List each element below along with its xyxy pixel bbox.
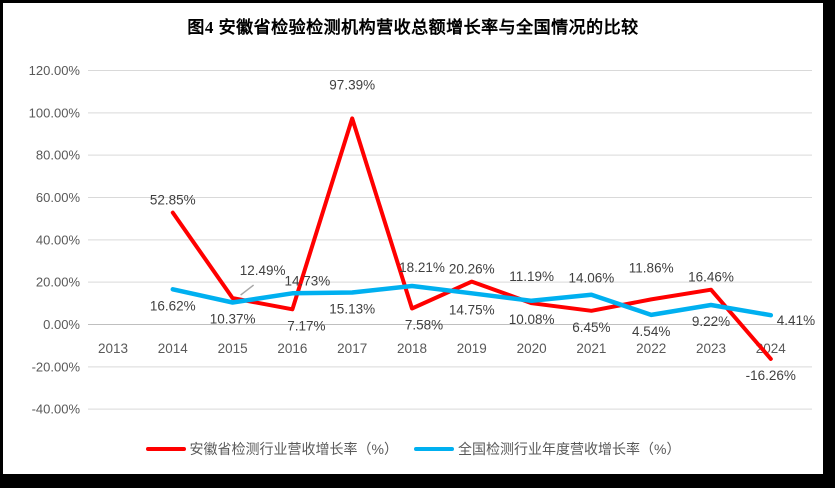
legend-item-anhui: 安徽省检测行业营收增长率（%）	[145, 439, 398, 459]
data-label: 16.46%	[688, 270, 734, 285]
data-label: 52.85%	[150, 193, 196, 208]
x-axis-label-2015: 2015	[218, 341, 248, 356]
data-label: 11.86%	[629, 260, 674, 275]
data-label: 12.49%	[240, 263, 286, 278]
data-label: 15.13%	[329, 301, 375, 316]
data-label: 16.62%	[150, 298, 196, 313]
data-label: 11.19%	[509, 269, 554, 284]
x-axis-label-2021: 2021	[576, 341, 606, 356]
y-axis-tick-label: 0.00%	[43, 317, 80, 332]
x-axis-label-2013: 2013	[98, 341, 128, 356]
data-label: -16.26%	[746, 368, 796, 383]
y-axis-tick-label: 100.00%	[29, 105, 81, 120]
x-axis-label-2018: 2018	[397, 341, 427, 356]
data-label: 10.37%	[210, 312, 256, 327]
data-label: 14.06%	[569, 271, 615, 286]
x-axis-label-2017: 2017	[337, 341, 367, 356]
national-series-swatch-icon	[414, 447, 454, 451]
legend-item-national: 全国检测行业年度营收增长率（%）	[414, 439, 680, 459]
x-axis-label-2014: 2014	[158, 341, 189, 356]
data-label: 4.41%	[777, 313, 815, 328]
y-axis-tick-label: 40.00%	[36, 232, 81, 247]
x-axis-label-2016: 2016	[277, 341, 307, 356]
x-axis-label-2020: 2020	[517, 341, 547, 356]
anhui-series-line	[170, 116, 773, 361]
data-label: 14.75%	[449, 302, 495, 317]
y-axis-tick-label: -20.00%	[32, 359, 81, 374]
data-label: 10.08%	[509, 312, 555, 327]
data-label: 20.26%	[449, 262, 495, 277]
label-leader-line	[240, 284, 255, 296]
chart-title: 图4 安徽省检验检测机构营收总额增长率与全国情况的比较	[187, 18, 639, 37]
legend-label-anhui: 安徽省检测行业营收增长率（%）	[189, 441, 398, 457]
data-label: 9.22%	[692, 314, 730, 329]
national-series-line	[170, 283, 774, 318]
data-label: 7.58%	[405, 317, 443, 332]
x-axis-label-2022: 2022	[636, 341, 666, 356]
y-axis-tick-label: 20.00%	[36, 275, 81, 290]
anhui-series-swatch-icon	[145, 447, 186, 451]
y-axis-tick-label: 120.00%	[29, 63, 81, 78]
data-label: 4.54%	[632, 324, 670, 339]
legend-label-national: 全国检测行业年度营收增长率（%）	[458, 441, 681, 457]
data-label: 18.21%	[399, 260, 445, 275]
x-axis-label-2023: 2023	[696, 341, 726, 356]
x-axis-label-2019: 2019	[457, 341, 487, 356]
y-axis-tick-label: 60.00%	[36, 190, 81, 205]
data-label: 14.73%	[285, 273, 331, 288]
y-axis-tick-label: 80.00%	[36, 148, 81, 163]
data-label: 7.17%	[287, 318, 325, 333]
chart-canvas: 120.00% 100.00% 80.00% 60.00% 40.00% 20.00% 0.…	[29, 63, 815, 417]
chart-legend: 安徽省检测行业营收增长率（%） 全国检测行业年度营收增长率（%）	[3, 439, 823, 459]
data-label: 6.45%	[572, 320, 610, 335]
data-label: 97.39%	[329, 77, 375, 92]
y-axis-tick-label: -40.00%	[32, 402, 81, 417]
